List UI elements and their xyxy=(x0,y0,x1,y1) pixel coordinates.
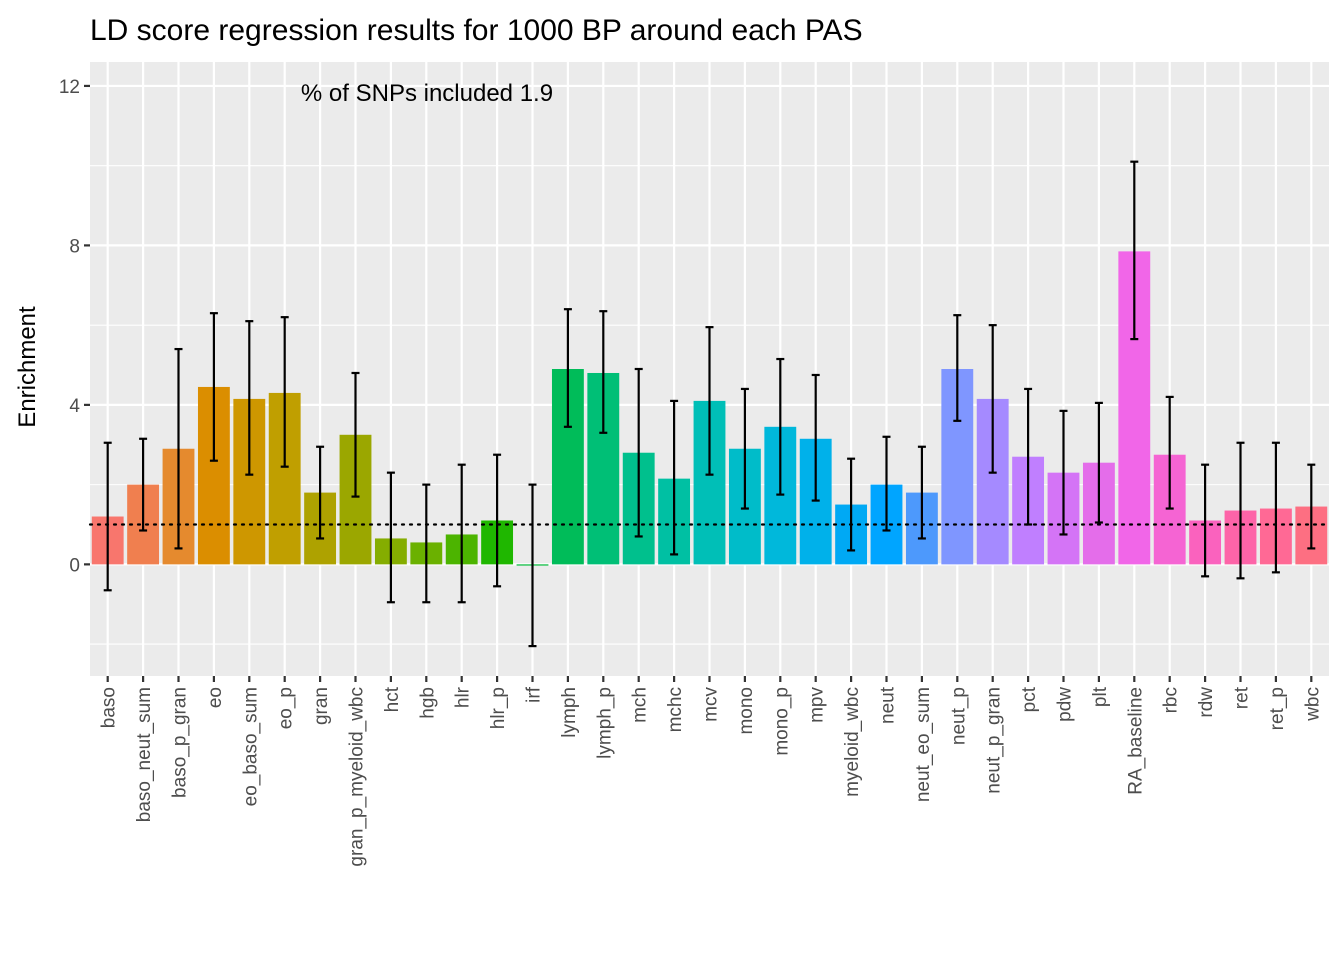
errorbar-RA_baseline xyxy=(1130,160,1139,341)
errorbar-myeloid_wbc xyxy=(847,457,856,552)
x-tick-label: baso xyxy=(99,687,120,728)
errorbar-mch xyxy=(634,367,643,538)
errorbar-eo xyxy=(209,312,218,462)
errorbar-hct xyxy=(386,471,395,604)
errorbar-mono xyxy=(740,387,749,510)
x-tick-label: gran_p_myeloid_wbc xyxy=(347,687,368,867)
x-tick-label: mch xyxy=(630,687,651,723)
x-tick-label: neut xyxy=(878,686,899,724)
x-axis: baso baso_neut_sum baso_p_gran eo eo_baso_su… xyxy=(99,676,1323,867)
x-tick-label: hlr xyxy=(453,686,474,708)
errorbar-mcv xyxy=(705,326,714,476)
y-axis: 0 4 8 12 xyxy=(59,77,90,576)
x-tick-label: baso_p_gran xyxy=(170,687,191,798)
errorbar-layer xyxy=(103,160,1316,648)
errorbar-neut_p xyxy=(953,314,962,422)
x-tick-label: plt xyxy=(1090,686,1111,707)
errorbar-mono_p xyxy=(776,357,785,496)
x-tick-label: mono xyxy=(736,687,757,735)
x-tick-label: mpv xyxy=(807,687,828,723)
errorbar-mpv xyxy=(811,373,820,502)
errorbar-wbc xyxy=(1307,463,1316,550)
x-tick-label: rdw xyxy=(1196,687,1217,718)
errorbar-pdw xyxy=(1059,409,1068,536)
x-tick-label: mchc xyxy=(665,687,686,732)
errorbar-gran xyxy=(316,445,325,540)
errorbar-mchc xyxy=(670,399,679,556)
errorbar-eo_p xyxy=(280,316,289,468)
x-tick-label: hct xyxy=(382,686,403,712)
y-tick-label: 0 xyxy=(69,555,80,576)
errorbar-neut xyxy=(882,435,891,532)
x-tick-label: myeloid_wbc xyxy=(842,687,863,797)
errorbar-hlr xyxy=(457,463,466,604)
errorbar-neut_p_gran xyxy=(988,324,997,474)
y-tick-label: 4 xyxy=(69,396,80,417)
x-tick-label: rbc xyxy=(1161,687,1182,713)
errorbar-eo_baso_sum xyxy=(245,320,254,476)
errorbar-ret_p xyxy=(1271,441,1280,574)
y-tick-label: 12 xyxy=(59,77,80,98)
errorbar-baso_p_gran xyxy=(174,347,183,550)
x-tick-label: eo xyxy=(205,687,226,708)
x-tick-label: lymph_p xyxy=(594,687,615,759)
x-tick-label: irf xyxy=(524,686,545,703)
snp-percent-annotation: % of SNPs included 1.9 xyxy=(301,80,553,107)
y-axis-label: Enrichment xyxy=(14,306,41,428)
x-tick-label: hgb xyxy=(417,687,438,719)
x-tick-label: RA_baseline xyxy=(1125,687,1146,795)
errorbar-rdw xyxy=(1201,463,1210,578)
errorbar-ret xyxy=(1236,441,1245,580)
x-tick-label: mono_p xyxy=(771,687,792,756)
errorbar-gran_p_myeloid_wbc xyxy=(351,371,360,498)
errorbar-neut_eo_sum xyxy=(917,445,926,540)
x-tick-label: eo_p xyxy=(276,687,297,729)
errorbar-lymph_p xyxy=(599,310,608,434)
x-tick-label: neut_eo_sum xyxy=(913,687,934,802)
errorbar-lymph xyxy=(563,308,572,428)
x-tick-label: eo_baso_sum xyxy=(240,687,261,806)
x-tick-label: neut_p_gran xyxy=(984,687,1005,794)
errorbar-rbc xyxy=(1165,395,1174,510)
chart-title: LD score regression results for 1000 BP … xyxy=(90,14,863,47)
errorbar-plt xyxy=(1094,401,1103,524)
y-tick-label: 8 xyxy=(69,236,80,257)
x-tick-label: lymph xyxy=(559,687,580,738)
errorbar-hlr_p xyxy=(493,453,502,588)
x-tick-label: ret_p xyxy=(1267,687,1288,730)
errorbar-baso_neut_sum xyxy=(139,437,148,532)
x-tick-label: gran xyxy=(311,687,332,725)
x-tick-label: mcv xyxy=(701,687,722,722)
errorbar-baso xyxy=(103,441,112,592)
errorbar-hgb xyxy=(422,483,431,604)
x-tick-label: neut_p xyxy=(948,687,969,745)
x-tick-label: pct xyxy=(1019,686,1040,712)
x-tick-label: pdw xyxy=(1055,687,1076,722)
errorbar-irf xyxy=(528,483,537,648)
x-tick-label: baso_neut_sum xyxy=(134,687,155,822)
x-tick-label: hlr_p xyxy=(488,687,509,729)
x-tick-label: ret xyxy=(1232,686,1253,709)
errorbar-pct xyxy=(1024,387,1033,526)
x-tick-label: wbc xyxy=(1302,687,1323,722)
